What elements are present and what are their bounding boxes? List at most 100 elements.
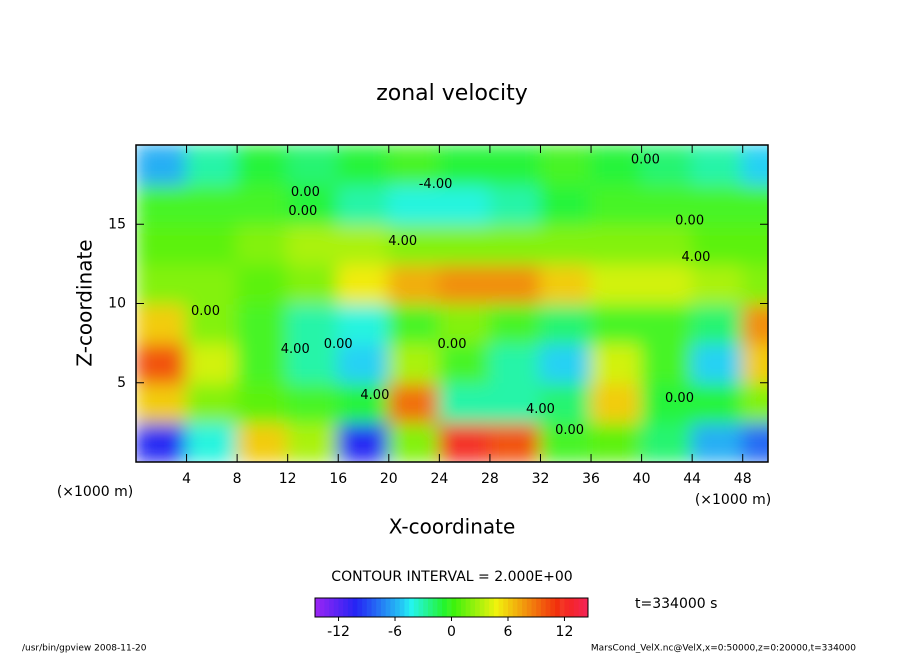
colorbar-cell [418, 598, 424, 617]
field-cell [185, 145, 239, 186]
field-cell [286, 421, 340, 462]
colorbar-cell [324, 598, 330, 617]
field-cell [136, 421, 188, 462]
field-cell [337, 145, 390, 186]
field-cell [136, 302, 188, 345]
x-tick-label: 24 [430, 471, 448, 487]
field-cell [136, 223, 188, 265]
colorbar-cell [545, 598, 551, 617]
colorbar-cell [536, 598, 542, 617]
field-cell [236, 183, 289, 226]
contour-label: 0.00 [631, 153, 660, 168]
field-cell [286, 223, 340, 265]
colorbar-cell [399, 598, 405, 617]
field-cell [539, 302, 593, 345]
field-cell [136, 342, 188, 384]
footer: MarsCond_VelX.nc@VelX,x=0:50000,z=0:2000… [591, 644, 856, 654]
colorbar-cell [338, 598, 344, 617]
field-cell [691, 421, 744, 462]
colorbar-cell [442, 598, 448, 617]
field-cell [590, 223, 643, 265]
field-cell [286, 262, 340, 305]
colorbar-cell [451, 598, 457, 617]
y-tick-label: 10 [108, 296, 126, 312]
field-cell [236, 421, 289, 462]
field-cell [387, 302, 441, 345]
colorbar-tick-label: -12 [327, 624, 350, 640]
field-cell [640, 421, 694, 462]
field-cell [185, 302, 239, 345]
field-cell [741, 145, 768, 186]
colorbar-cell [437, 598, 443, 617]
contour-label: 0.00 [291, 185, 320, 200]
x-tick-label: 8 [233, 471, 242, 487]
field-cell [438, 421, 491, 462]
colorbar-cell [489, 598, 495, 617]
field-cell [236, 302, 289, 345]
contour-label: 0.00 [324, 337, 353, 352]
x-unit: (×1000 m) [57, 484, 133, 500]
colorbar-cell [493, 598, 500, 617]
field-cell [387, 223, 441, 265]
colorbar-cell [540, 598, 547, 617]
footer: /usr/bin/gpview 2008-11-20 [22, 644, 147, 654]
colorbar-cell [479, 598, 485, 617]
field-cell [286, 183, 340, 226]
colorbar-cell [498, 598, 504, 617]
field-cell [286, 381, 340, 424]
chart-title: zonal velocity [376, 81, 528, 106]
field-cell [539, 262, 593, 305]
colorbar-tick-label: 6 [504, 624, 513, 640]
field-cell [337, 342, 390, 384]
field-cell [185, 183, 239, 226]
field-cell [185, 223, 239, 265]
field-cell [236, 342, 289, 384]
field-cell [236, 381, 289, 424]
colorbar-cell [456, 598, 462, 617]
contour-label: 4.00 [281, 342, 310, 357]
field-cell [337, 381, 390, 424]
field-cell [488, 302, 542, 345]
field-cell [640, 262, 694, 305]
contour-label: 0.00 [675, 214, 704, 229]
colorbar-cell [503, 598, 509, 617]
field-cell [691, 223, 744, 265]
colorbar-cell [366, 598, 372, 617]
x-tick-label: 16 [329, 471, 347, 487]
x-tick-label: 32 [532, 471, 550, 487]
colorbar-cell [333, 598, 340, 617]
colorbar-tick-label: 12 [556, 624, 574, 640]
field-cell [539, 421, 593, 462]
x-tick-label: 28 [481, 471, 499, 487]
field-cell [640, 342, 694, 384]
colorbar-cell [395, 598, 401, 617]
field [136, 145, 768, 462]
field-cell [640, 302, 694, 345]
colorbar-cell [564, 598, 570, 617]
field-cell [387, 421, 441, 462]
field-cell [438, 223, 491, 265]
field-cell [741, 183, 768, 226]
colorbar-cell [550, 598, 556, 617]
colorbar-cell [371, 598, 377, 617]
contour-label: 4.00 [526, 402, 555, 417]
field-cell [488, 262, 542, 305]
field-cell [691, 183, 744, 226]
field-cell [640, 145, 694, 186]
field-cell [136, 381, 188, 424]
colorbar-cell [578, 598, 584, 617]
field-cell [691, 381, 744, 424]
colorbar-cell [559, 598, 565, 617]
contour-label: 4.00 [360, 388, 389, 403]
field-cell [136, 183, 188, 226]
colorbar-cell [507, 598, 514, 617]
field-cell [691, 262, 744, 305]
field-cell [488, 223, 542, 265]
field-cell [337, 421, 390, 462]
field-cell [236, 223, 289, 265]
contour-label: 0.00 [555, 423, 584, 438]
field-cell [488, 342, 542, 384]
field-cell [337, 302, 390, 345]
field-cell [286, 302, 340, 345]
